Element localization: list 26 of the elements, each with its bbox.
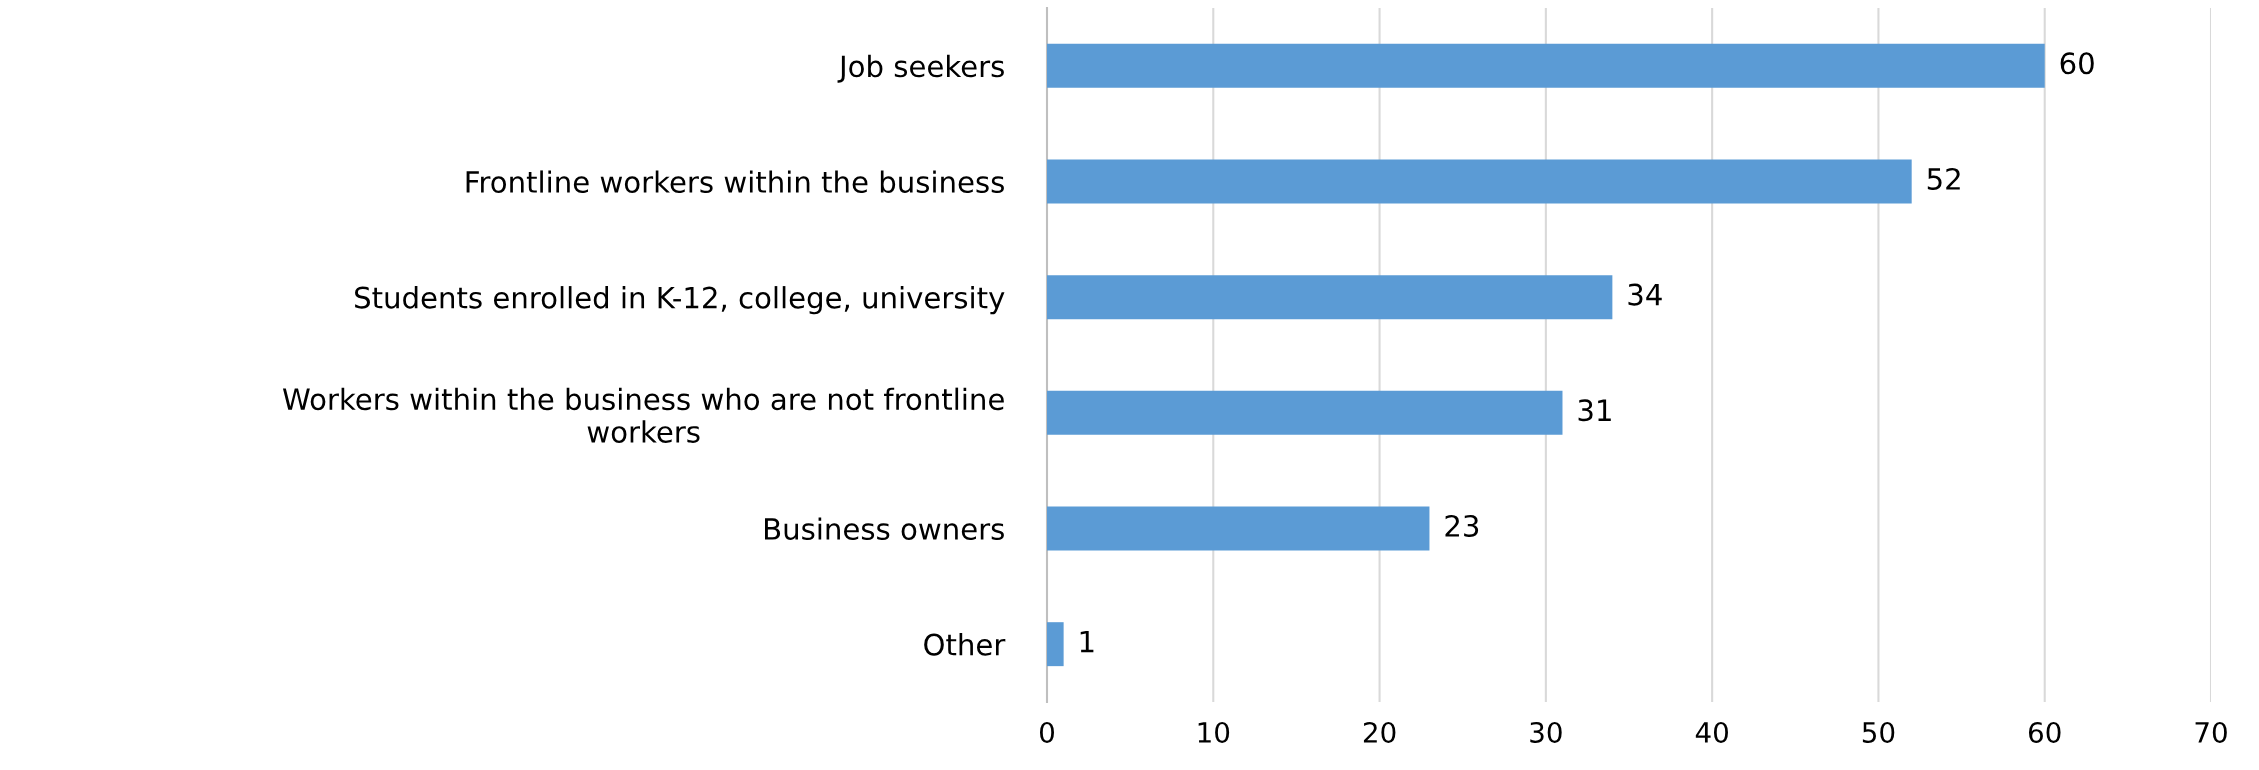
- data-label: 1: [1080, 630, 1094, 653]
- x-tick-label: 70: [2195, 721, 2227, 743]
- bar: [1047, 43, 2045, 88]
- bar: [1047, 506, 1430, 551]
- y-tick-label: Business owners: [765, 517, 1004, 540]
- y-tick-label: Other: [924, 633, 1006, 656]
- x-tick-label: 0: [1039, 721, 1054, 743]
- bar: [1047, 622, 1064, 667]
- x-tick-label: 20: [1363, 721, 1396, 743]
- x-tick-label: 40: [1695, 721, 1728, 743]
- bar: [1047, 159, 1912, 204]
- x-tick-label: 30: [1530, 721, 1562, 743]
- data-label: 34: [1628, 283, 1662, 306]
- x-tick-label: 50: [1862, 721, 1895, 743]
- data-label: 31: [1578, 399, 1611, 422]
- y-tick-label: Frontline workers within the business: [466, 170, 1004, 193]
- bar: [1047, 390, 1563, 435]
- y-tick-label: Job seekers: [837, 54, 1004, 83]
- bar: [1047, 275, 1613, 320]
- y-tick-label: Students enrolled in K-12, college, university: [355, 286, 1005, 315]
- x-tick-label: 10: [1198, 721, 1230, 743]
- x-tick-label: 60: [2028, 721, 2061, 743]
- data-label: 23: [1445, 514, 1479, 537]
- data-label: 60: [2060, 52, 2094, 75]
- data-label: 52: [1927, 167, 1960, 190]
- y-tick-label: Workers within the business who are not frontline workers: [282, 387, 1004, 443]
